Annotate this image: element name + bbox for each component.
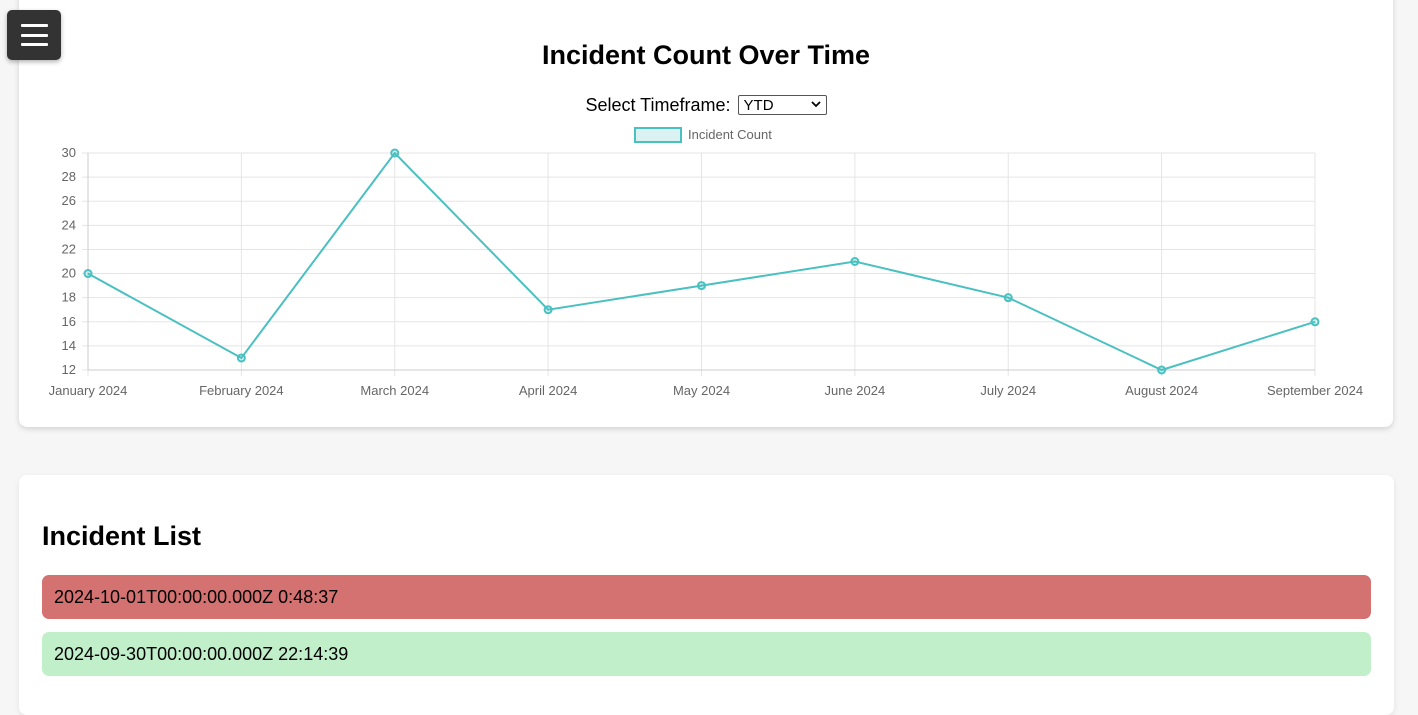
x-tick-label: January 2024 [49, 383, 128, 398]
y-tick-label: 28 [62, 169, 76, 184]
data-point [1003, 293, 1013, 303]
y-tick-label: 12 [62, 362, 76, 377]
x-tick-label: April 2024 [519, 383, 578, 398]
hamburger-menu-icon [20, 24, 48, 46]
data-point [390, 148, 400, 158]
y-tick-label: 20 [62, 266, 76, 281]
x-tick-label: September 2024 [1267, 383, 1363, 398]
x-tick-label: July 2024 [980, 383, 1036, 398]
incident-line-chart: 12 14 16 18 20 22 24 26 28 30 January 2024 February… [49, 127, 1363, 398]
x-tick-label: June 2024 [825, 383, 886, 398]
legend-label: Incident Count [688, 127, 772, 142]
y-tick-label: 26 [62, 193, 76, 208]
data-point [1157, 365, 1167, 375]
x-tick-label: March 2024 [360, 383, 429, 398]
incident-list-title: Incident List [42, 521, 202, 551]
incident-list-card: Incident List 2024-10-01T00:00:00.000Z 0… [19, 475, 1394, 715]
data-point [83, 269, 93, 279]
y-tick-label: 30 [62, 145, 76, 160]
timeframe-select[interactable]: YTD [737, 94, 827, 115]
timeframe-selected-value: YTD [743, 96, 774, 114]
legend-swatch [634, 127, 682, 143]
series-line [87, 151, 1316, 372]
y-tick-label: 14 [62, 338, 76, 353]
menu-button[interactable] [7, 10, 61, 60]
chart-title: Incident Count Over Time [541, 40, 871, 70]
data-point [1310, 317, 1320, 327]
x-tick-label: August 2024 [1125, 383, 1198, 398]
y-tick-label: 24 [62, 217, 76, 232]
data-point [697, 281, 706, 291]
incident-item[interactable]: 2024-10-01T00:00:00.000Z 0:48:37 [42, 575, 1371, 619]
y-tick-label: 18 [62, 290, 76, 305]
incident-item[interactable]: 2024-09-30T00:00:00.000Z 22:14:39 [42, 632, 1371, 676]
data-point [850, 257, 860, 266]
y-tick-label: 22 [62, 241, 76, 256]
x-tick-label: May 2024 [673, 383, 730, 398]
timeframe-label: Select Timeframe: [585, 95, 731, 115]
x-tick-label: February 2024 [199, 383, 284, 398]
timeframe-row: Select Timeframe: YTD [19, 94, 1393, 116]
chevron-down-icon [810, 101, 821, 108]
data-point [543, 305, 553, 315]
data-point [236, 353, 246, 363]
chart-card: Incident Count Over Time Select Timefram… [19, 0, 1393, 427]
y-tick-label: 16 [62, 314, 76, 329]
